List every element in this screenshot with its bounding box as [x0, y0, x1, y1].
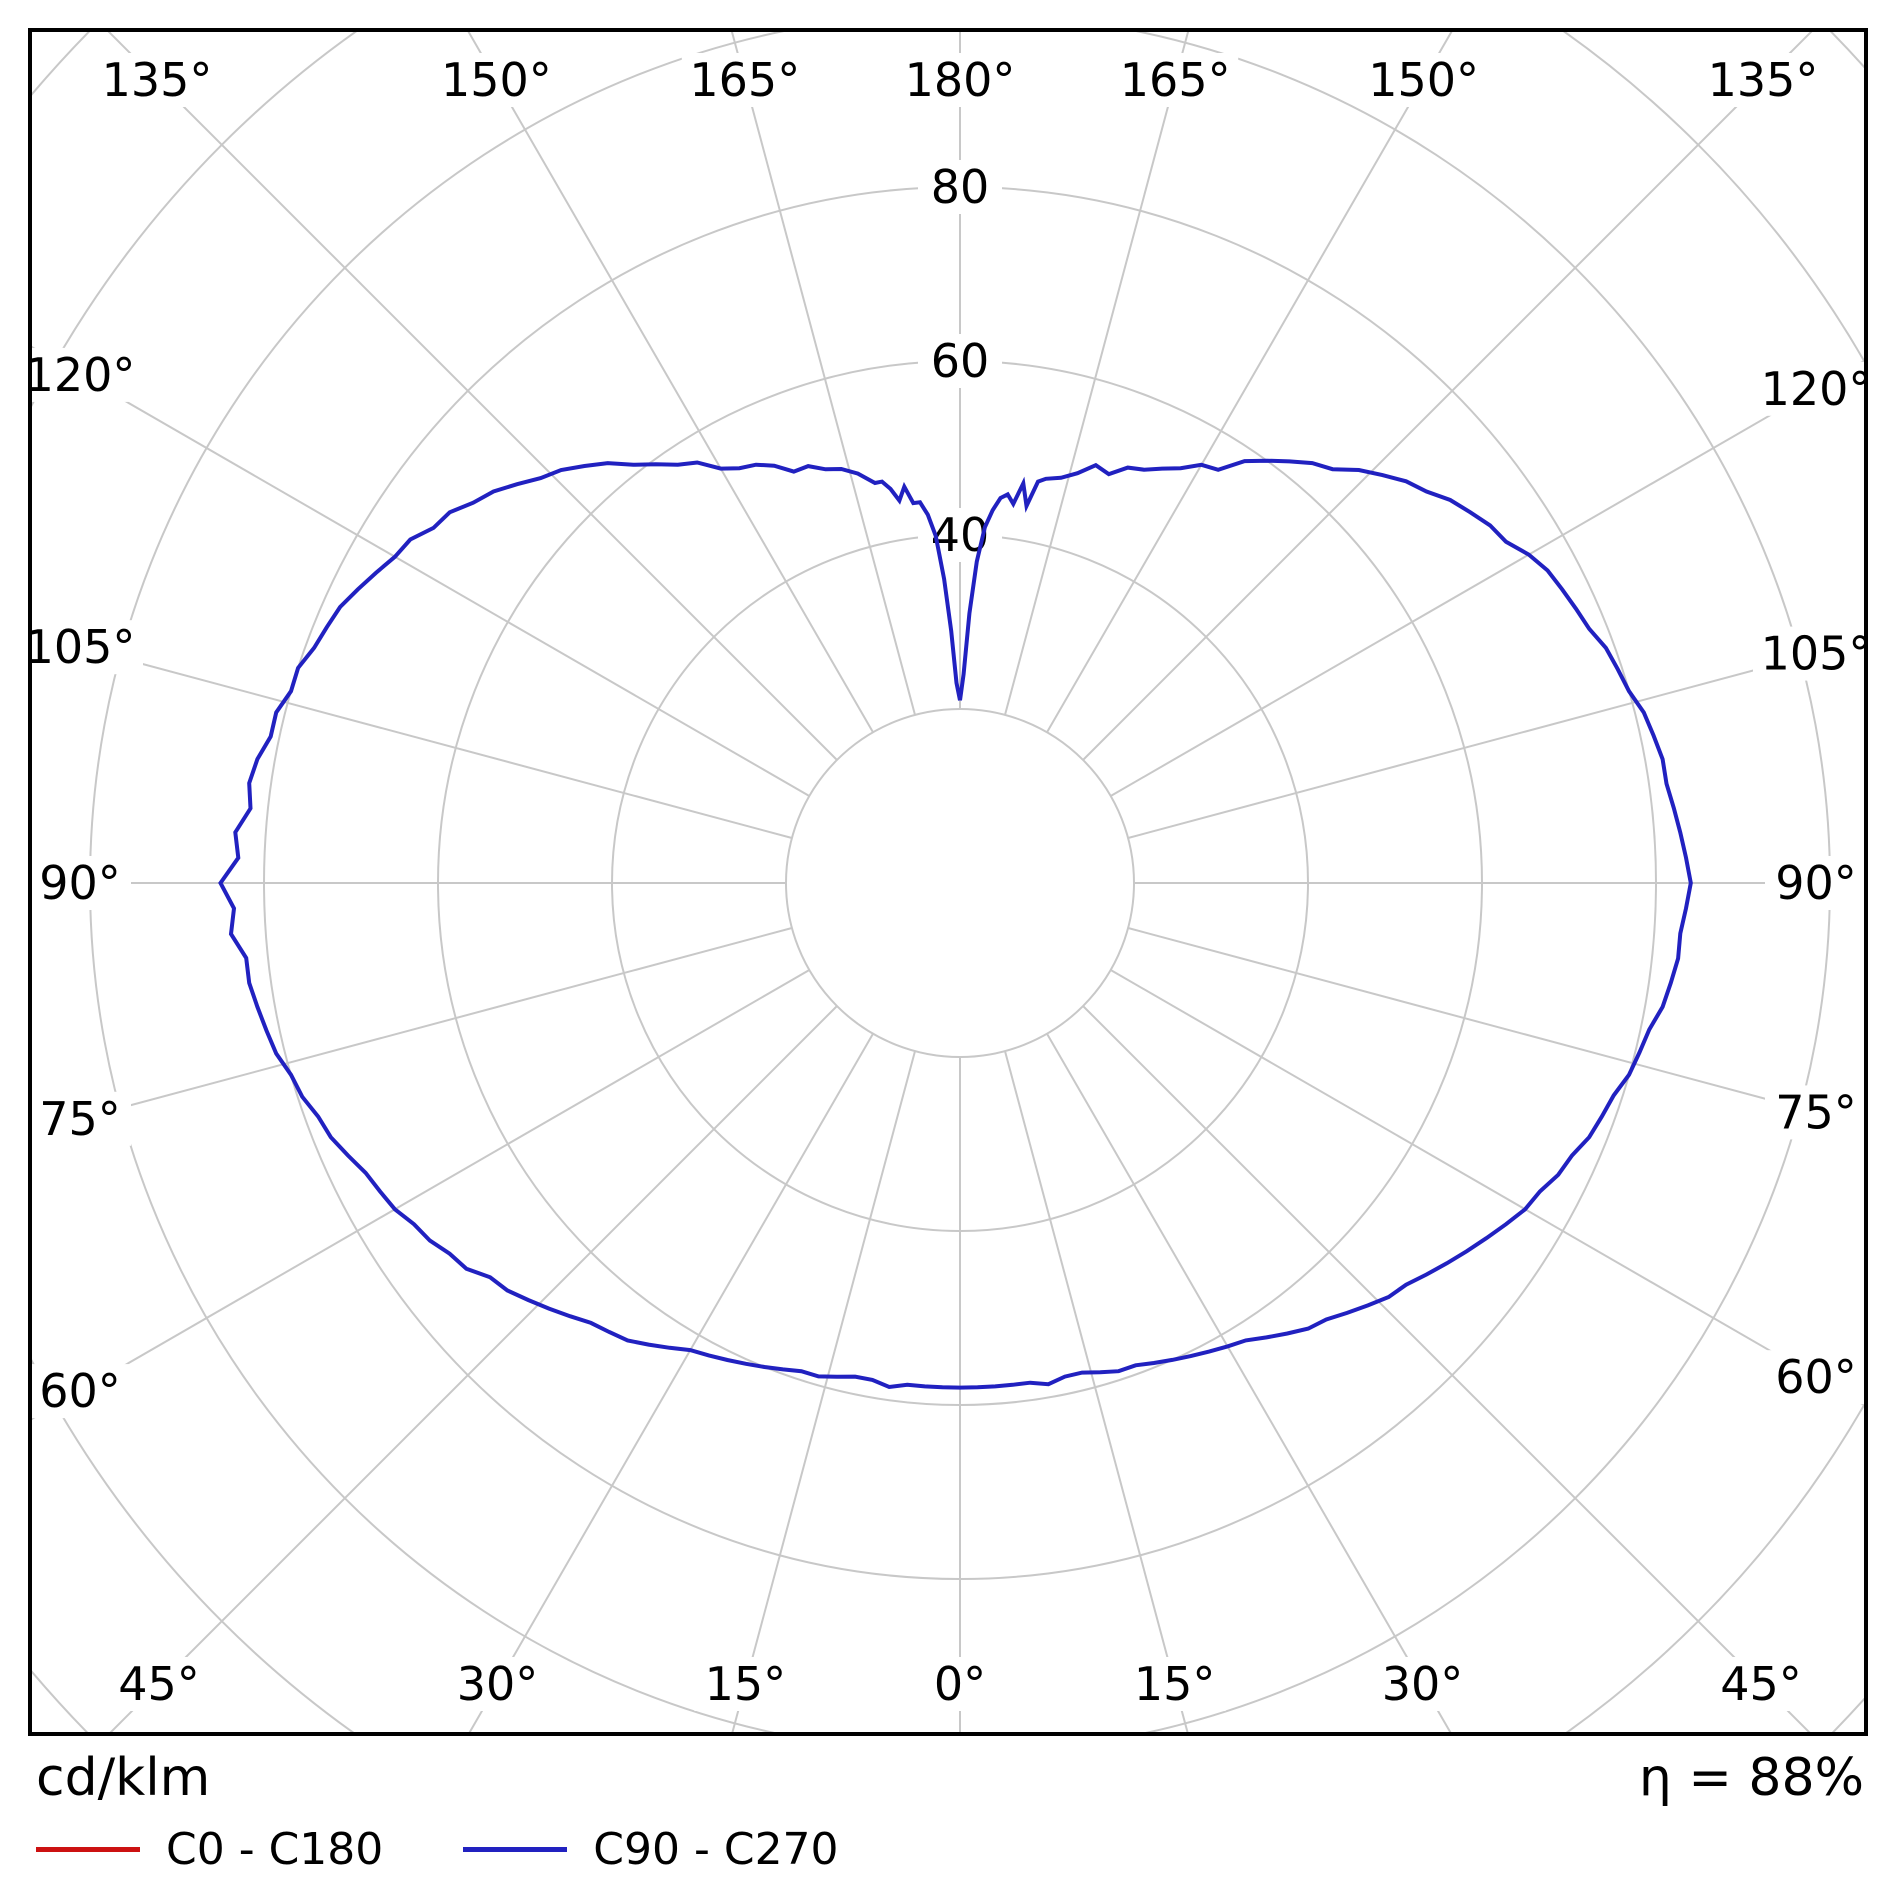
svg-text:45°: 45° — [118, 1657, 200, 1711]
svg-text:15°: 15° — [1134, 1657, 1216, 1711]
svg-text:165°: 165° — [1120, 53, 1231, 107]
svg-text:15°: 15° — [705, 1657, 787, 1711]
svg-text:180°: 180° — [905, 53, 1016, 107]
efficiency-value: η = 88% — [1638, 1748, 1864, 1808]
svg-text:0°: 0° — [934, 1657, 986, 1711]
svg-text:30°: 30° — [1382, 1657, 1464, 1711]
svg-text:135°: 135° — [102, 53, 213, 107]
svg-text:105°: 105° — [1761, 627, 1864, 681]
legend-label-c0-c180: C0 - C180 — [166, 1824, 384, 1875]
svg-text:60°: 60° — [1775, 1350, 1857, 1404]
svg-text:165°: 165° — [689, 53, 800, 107]
chart-legend: C0 - C180 C90 - C270 — [36, 1824, 1864, 1875]
svg-text:75°: 75° — [1775, 1085, 1857, 1139]
polar-plot-frame: 0° 15° 30° 45° 60° 75° 90° 105° 120° 135° 150° 165°… — [28, 28, 1868, 1736]
svg-text:150°: 150° — [441, 53, 552, 107]
svg-text:80: 80 — [931, 160, 990, 214]
footer-top-row: cd/klm η = 88% — [36, 1748, 1864, 1808]
legend-blue-line-icon — [463, 1847, 568, 1852]
polar-intensity-chart: 0° 15° 30° 45° 60° 75° 90° 105° 120° 135° 150° 165°… — [32, 32, 1864, 1732]
unit-label: cd/klm — [36, 1748, 211, 1808]
svg-text:105°: 105° — [32, 620, 135, 674]
chart-footer: cd/klm η = 88% C0 - C180 C90 - C270 — [36, 1748, 1864, 1875]
svg-text:90°: 90° — [1775, 856, 1857, 910]
svg-text:120°: 120° — [1761, 362, 1864, 416]
svg-text:30°: 30° — [457, 1657, 539, 1711]
svg-text:150°: 150° — [1368, 53, 1479, 107]
svg-text:135°: 135° — [1708, 53, 1819, 107]
legend-red-line-icon — [36, 1847, 140, 1852]
legend-label-c90-c270: C90 - C270 — [593, 1824, 839, 1875]
svg-text:60°: 60° — [39, 1364, 121, 1418]
svg-text:120°: 120° — [32, 348, 135, 402]
legend-item-c0-c180: C0 - C180 — [36, 1824, 383, 1875]
svg-text:60: 60 — [931, 334, 990, 388]
svg-text:45°: 45° — [1720, 1657, 1802, 1711]
svg-text:75°: 75° — [39, 1092, 121, 1146]
svg-text:90°: 90° — [39, 856, 121, 910]
legend-item-c90-c270: C90 - C270 — [463, 1824, 839, 1875]
